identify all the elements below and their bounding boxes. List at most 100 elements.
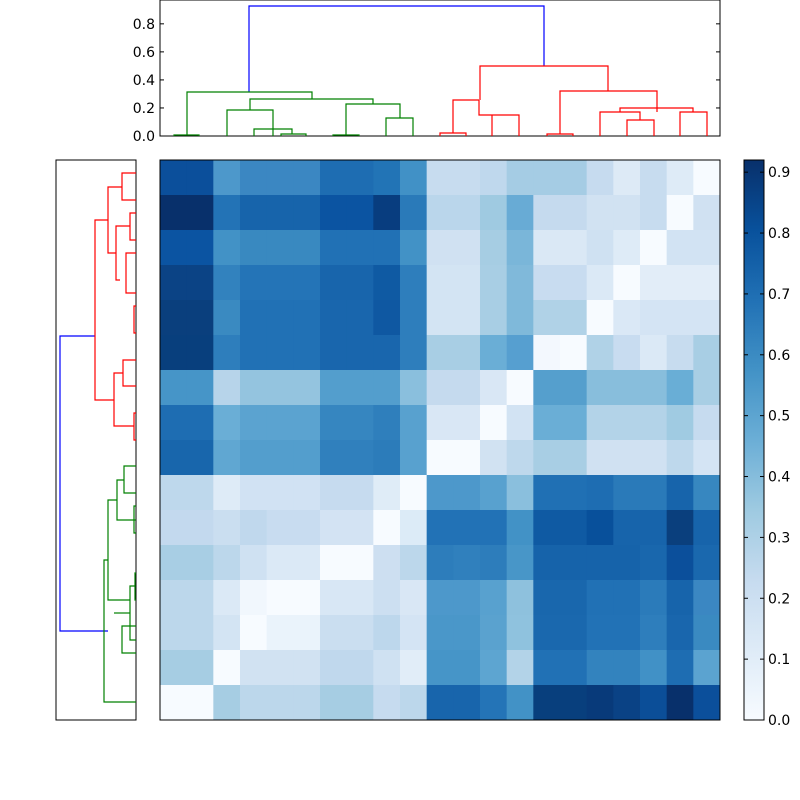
heatmap-cell: [213, 160, 241, 196]
heatmap-cell: [373, 545, 401, 581]
heatmap-cell: [613, 650, 641, 686]
heatmap-cell: [346, 545, 374, 581]
heatmap-cell: [266, 440, 294, 476]
heatmap-cell: [640, 650, 668, 686]
left-link: [133, 505, 136, 534]
heatmap-cell: [373, 265, 401, 301]
heatmap-cell: [613, 685, 641, 721]
left-dendrogram: [55, 159, 137, 721]
heatmap-cell: [160, 405, 188, 441]
heatmap-cell: [160, 195, 188, 231]
heatmap-cell: [266, 300, 294, 336]
heatmap-cell: [453, 510, 481, 546]
heatmap-cell: [213, 370, 241, 406]
left-link: [107, 499, 130, 601]
heatmap-cell: [693, 510, 721, 546]
heatmap-cell: [560, 580, 588, 616]
heatmap-cell: [186, 370, 214, 406]
heatmap-cell: [293, 650, 321, 686]
heatmap-cell: [213, 475, 241, 511]
left-dendrogram-links: [59, 172, 136, 703]
top-dendrogram-y-ticks: 0.0 0.2 0.4 0.6 0.8: [133, 17, 720, 145]
left-cluster-top: [94, 172, 136, 441]
heatmap-cell: [640, 615, 668, 651]
heatmap-cell: [400, 545, 428, 581]
heatmap-cell: [453, 335, 481, 371]
heatmap-cell: [640, 300, 668, 336]
heatmap-cell: [453, 160, 481, 196]
heatmap-cell: [480, 545, 508, 581]
heatmap-cell: [320, 300, 348, 336]
heatmap-cell: [186, 440, 214, 476]
heatmap-cell: [400, 440, 428, 476]
heatmap-cell: [400, 685, 428, 721]
heatmap-cell: [213, 265, 241, 301]
heatmap-cell: [373, 195, 401, 231]
heatmap-cell: [266, 160, 294, 196]
heatmap-cell: [240, 615, 268, 651]
heatmap-cell: [320, 335, 348, 371]
heatmap-cell: [533, 195, 561, 231]
heatmap-cell: [373, 405, 401, 441]
heatmap-cell: [240, 510, 268, 546]
heatmap-cell: [346, 615, 374, 651]
heatmap-cell: [186, 300, 214, 336]
heatmap-cell: [293, 195, 321, 231]
heatmap-cell: [213, 440, 241, 476]
heatmap-cell: [160, 160, 188, 196]
heatmap-cell: [693, 405, 721, 441]
heatmap-cell: [560, 440, 588, 476]
heatmap-cell: [400, 195, 428, 231]
heatmap-cell: [160, 440, 188, 476]
heatmap-cell: [266, 230, 294, 266]
heatmap-cell: [480, 580, 508, 616]
heatmap-cell: [613, 335, 641, 371]
heatmap-cell: [346, 160, 374, 196]
heatmap-cell: [640, 510, 668, 546]
heatmap-cell: [320, 195, 348, 231]
heatmap-cell: [506, 405, 534, 441]
heatmap-cell: [533, 580, 561, 616]
heatmap-cell: [506, 615, 534, 651]
heatmap-cell: [426, 370, 454, 406]
heatmap-cell: [426, 545, 454, 581]
colorbar-tick-label: 0.9: [768, 165, 790, 181]
top-cluster-left: [173, 91, 414, 136]
heatmap-cell: [666, 195, 694, 231]
heatmap-cell: [506, 510, 534, 546]
heatmap-cell: [533, 475, 561, 511]
heatmap-cell: [240, 685, 268, 721]
heatmap-cell: [666, 475, 694, 511]
heatmap-cell: [426, 685, 454, 721]
heatmap-cell: [213, 405, 241, 441]
colorbar-tick-label: 0.1: [768, 652, 790, 668]
heatmap-cell: [400, 300, 428, 336]
heatmap-cell: [480, 300, 508, 336]
heatmap-cell: [560, 265, 588, 301]
heatmap-cell: [426, 475, 454, 511]
heatmap-cell: [240, 300, 268, 336]
top-link: [385, 117, 414, 136]
heatmap-cell: [320, 440, 348, 476]
top-dendrogram-tick-label: 0.8: [133, 17, 155, 33]
top-link: [280, 133, 307, 136]
heatmap-cell: [586, 265, 614, 301]
top-cluster-right: [439, 65, 708, 136]
heatmap-cell: [346, 335, 374, 371]
heatmap-cell: [373, 475, 401, 511]
heatmap-cell: [506, 300, 534, 336]
heatmap-cell: [586, 650, 614, 686]
heatmap-cell: [266, 265, 294, 301]
heatmap-cell: [560, 685, 588, 721]
heatmap-cell: [453, 685, 481, 721]
heatmap-cell: [266, 475, 294, 511]
heatmap-cell: [506, 195, 534, 231]
heatmap-cell: [160, 545, 188, 581]
heatmap-cell: [480, 370, 508, 406]
heatmap-cell: [320, 370, 348, 406]
heatmap-cell: [213, 335, 241, 371]
heatmap-cell: [320, 580, 348, 616]
heatmap-cell: [666, 265, 694, 301]
heatmap-cell: [453, 370, 481, 406]
heatmap-cell: [320, 405, 348, 441]
